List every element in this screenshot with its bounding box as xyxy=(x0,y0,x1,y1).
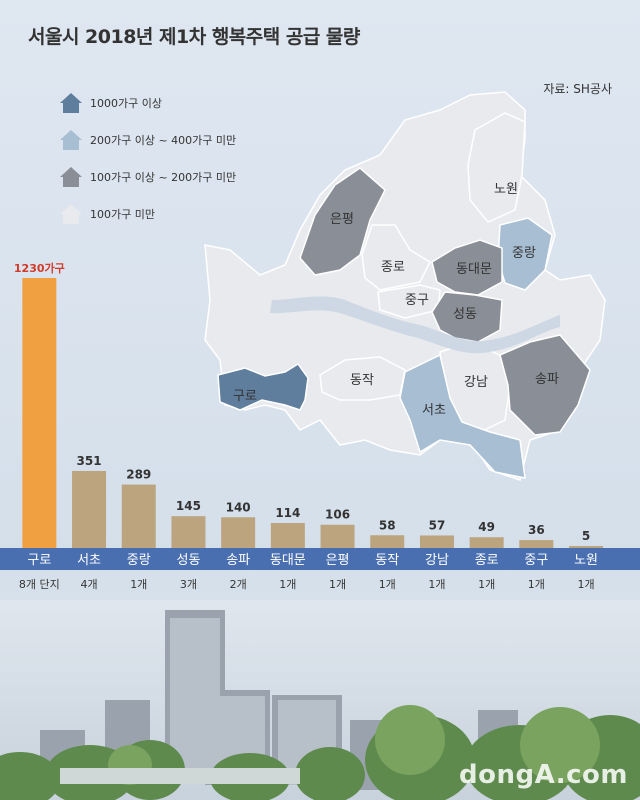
district-dongdaemun xyxy=(431,239,503,296)
page-title: 서울시 2018년 제1차 행복주택 공급 물량 xyxy=(28,26,360,48)
complex-count-label-6: 1개 xyxy=(329,578,346,591)
category-label-10: 중구 xyxy=(524,553,548,568)
map-label-junggu: 중구 xyxy=(405,293,429,308)
district-songpa xyxy=(499,334,591,436)
category-label-1: 서초 xyxy=(77,553,101,568)
watermark-logo: dongA.com xyxy=(459,760,628,790)
map-label-eunpyeong: 은평 xyxy=(330,212,354,227)
bar-value-label-5: 114 xyxy=(275,506,300,520)
map-label-songpa: 송파 xyxy=(535,372,559,387)
category-label-0: 구로 xyxy=(27,553,51,568)
han-river xyxy=(270,296,560,354)
map-label-dongdaemun: 동대문 xyxy=(456,262,492,277)
bar-value-label-2: 289 xyxy=(126,468,151,482)
complex-count-label-11: 1개 xyxy=(577,578,594,591)
complex-count-label-9: 1개 xyxy=(478,578,495,591)
bar-8 xyxy=(419,535,454,548)
district-jongno xyxy=(361,224,431,291)
district-seocho xyxy=(399,353,526,479)
legend-item-200-400: 200가구 이상 ~ 400가구 미만 xyxy=(58,127,236,153)
map-label-nowon: 노원 xyxy=(494,182,518,197)
map-label-jungnang: 중랑 xyxy=(512,246,536,261)
category-label-3: 성동 xyxy=(176,553,200,568)
legend-item-under-100: 100가구 미만 xyxy=(58,201,155,227)
source-note: 자료: SH공사 xyxy=(543,82,612,96)
category-label-9: 종로 xyxy=(475,553,499,568)
bar-1 xyxy=(72,470,107,548)
legend-item-100-200: 100가구 이상 ~ 200가구 미만 xyxy=(58,164,236,190)
complex-count-label-10: 1개 xyxy=(528,578,545,591)
complex-count-label-5: 1개 xyxy=(279,578,296,591)
bar-11 xyxy=(569,546,604,548)
bar-7 xyxy=(370,535,405,548)
complex-count-label-0: 8개 단지 xyxy=(19,578,60,591)
legend-label: 100가구 이상 ~ 200가구 미만 xyxy=(90,171,237,184)
bar-value-label-10: 36 xyxy=(528,523,545,537)
bar-4 xyxy=(221,517,256,548)
category-label-8: 강남 xyxy=(425,553,449,568)
category-label-5: 동대문 xyxy=(270,553,306,568)
bar-value-label-6: 106 xyxy=(325,508,350,522)
category-label-2: 중랑 xyxy=(127,553,151,568)
bar-value-label-3: 145 xyxy=(176,499,201,513)
map-label-guro: 구로 xyxy=(233,389,257,404)
map-label-jongno: 종로 xyxy=(381,260,405,275)
complex-count-label-2: 1개 xyxy=(130,578,147,591)
category-label-6: 은평 xyxy=(326,553,350,568)
bar-2 xyxy=(121,484,156,548)
map-label-seongdong: 성동 xyxy=(453,307,477,322)
house-icon xyxy=(60,167,82,187)
bar-value-label-11: 5 xyxy=(582,529,590,543)
seoul-district-map: 노원 은평 중랑 종로 동대문 중구 성동 동작 강남 송파 구로 서초 xyxy=(204,91,606,481)
category-label-7: 동작 xyxy=(375,553,399,568)
legend-item-1000-plus: 1000가구 이상 xyxy=(58,90,162,116)
map-label-seocho: 서초 xyxy=(422,403,446,418)
district-guro xyxy=(217,362,309,411)
legend-label: 100가구 미만 xyxy=(90,208,155,221)
complex-count-label-4: 2개 xyxy=(230,578,247,591)
bar-6 xyxy=(320,524,355,548)
legend-label: 200가구 이상 ~ 400가구 미만 xyxy=(90,134,237,147)
bar-value-label-4: 140 xyxy=(226,500,251,514)
category-label-4: 송파 xyxy=(226,553,250,568)
district-seongdong xyxy=(431,291,503,343)
legend-label: 1000가구 이상 xyxy=(90,97,162,110)
bar-0 xyxy=(22,278,57,548)
bar-10 xyxy=(519,540,554,548)
bar-value-label-7: 58 xyxy=(379,518,396,532)
house-icon xyxy=(60,130,82,150)
bar-value-label-0: 1230가구 xyxy=(14,261,65,275)
map-label-gangnam: 강남 xyxy=(464,375,488,390)
house-icon xyxy=(60,204,82,224)
district-eunpyeong xyxy=(299,167,386,276)
bar-3 xyxy=(171,516,206,548)
bar-5 xyxy=(270,522,305,548)
bar-9 xyxy=(469,537,504,548)
map-label-dongjak: 동작 xyxy=(350,373,374,388)
axis-band xyxy=(0,548,640,570)
bar-value-label-9: 49 xyxy=(478,520,495,534)
complex-count-label-3: 3개 xyxy=(180,578,197,591)
category-label-11: 노원 xyxy=(574,553,598,568)
complex-count-label-8: 1개 xyxy=(428,578,445,591)
bar-value-label-8: 57 xyxy=(429,518,446,532)
complex-count-label-7: 1개 xyxy=(379,578,396,591)
city-skyline-photo xyxy=(0,600,640,800)
district-nowon xyxy=(467,112,526,223)
bar-value-label-1: 351 xyxy=(77,454,102,468)
complex-count-label-1: 4개 xyxy=(80,578,97,591)
house-icon xyxy=(60,93,82,113)
